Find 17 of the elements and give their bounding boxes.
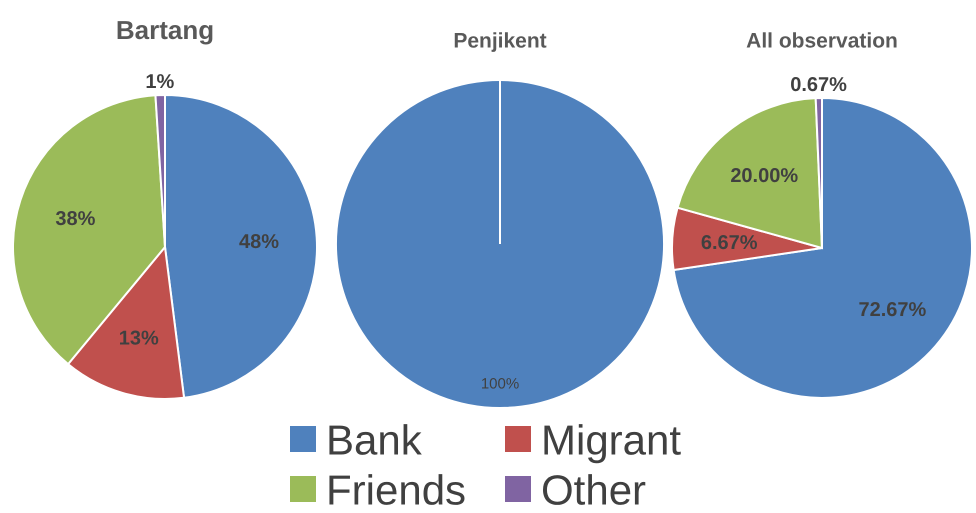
legend-label: Migrant [541, 416, 682, 464]
data-label: 1% [145, 71, 174, 94]
data-label: 20.00% [730, 165, 798, 188]
legend-label: Bank [326, 416, 423, 464]
data-label: 100% [480, 376, 520, 393]
data-label: 38% [55, 208, 96, 230]
data-label: 6.67% [700, 232, 758, 254]
data-label: 13% [118, 328, 159, 350]
legend-label: Other [541, 466, 646, 513]
data-label: 72.67% [858, 298, 927, 321]
data-label: 0.67% [790, 74, 848, 96]
data-label: 48% [239, 231, 280, 254]
pie-slice [672, 97, 973, 399]
chart-title: Bartang [116, 15, 214, 46]
chart-title: Penjikent [453, 29, 547, 52]
chart-title: All observation [746, 29, 898, 52]
legend-label: Friends [326, 466, 466, 513]
